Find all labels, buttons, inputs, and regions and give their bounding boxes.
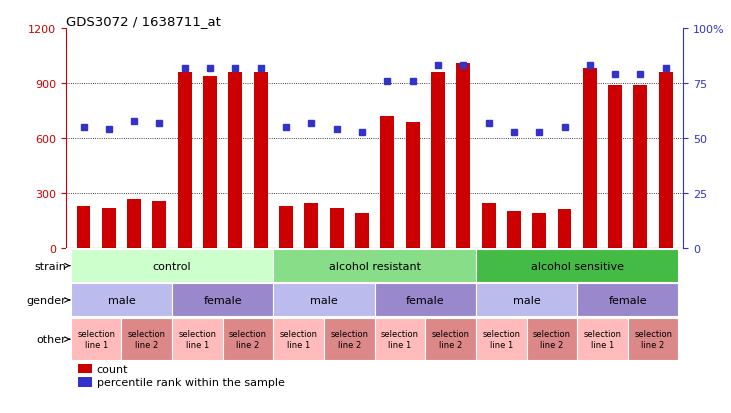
Bar <box>78 364 91 373</box>
Bar <box>532 213 546 249</box>
Bar <box>127 199 141 249</box>
Bar <box>273 284 375 317</box>
Text: selection
line 2: selection line 2 <box>128 330 166 349</box>
Bar <box>102 209 115 249</box>
Text: selection
line 2: selection line 2 <box>431 330 469 349</box>
Text: GDS3072 / 1638711_at: GDS3072 / 1638711_at <box>66 15 221 28</box>
Text: alcohol resistant: alcohol resistant <box>329 261 420 271</box>
Bar <box>507 211 520 249</box>
Bar <box>476 249 678 282</box>
Bar <box>431 73 445 249</box>
Bar <box>577 284 678 317</box>
Bar <box>608 86 622 249</box>
Bar <box>577 318 628 361</box>
Text: male: male <box>512 295 540 305</box>
Bar <box>273 318 324 361</box>
Text: selection
line 1: selection line 1 <box>178 330 216 349</box>
Text: male: male <box>107 295 135 305</box>
Text: selection
line 1: selection line 1 <box>583 330 621 349</box>
Text: selection
line 1: selection line 1 <box>280 330 318 349</box>
Bar <box>71 318 121 361</box>
Text: female: female <box>406 295 444 305</box>
Bar <box>583 69 596 249</box>
Text: strain: strain <box>34 261 67 271</box>
Bar <box>659 73 673 249</box>
Bar <box>355 213 369 249</box>
Bar <box>526 318 577 361</box>
Bar <box>628 318 678 361</box>
Bar <box>425 318 476 361</box>
Bar <box>279 207 293 249</box>
Text: alcohol sensitive: alcohol sensitive <box>531 261 624 271</box>
Bar <box>203 76 217 249</box>
Text: selection
line 1: selection line 1 <box>77 330 115 349</box>
Bar <box>273 249 476 282</box>
Bar <box>78 377 91 387</box>
Text: selection
line 2: selection line 2 <box>533 330 571 349</box>
Bar <box>121 318 172 361</box>
Text: female: female <box>203 295 242 305</box>
Bar <box>375 284 476 317</box>
Text: percentile rank within the sample: percentile rank within the sample <box>96 377 284 387</box>
Bar <box>71 284 172 317</box>
Bar <box>324 318 375 361</box>
Bar <box>71 249 273 282</box>
Bar <box>456 64 470 249</box>
Bar <box>380 117 394 249</box>
Text: selection
line 2: selection line 2 <box>330 330 368 349</box>
Text: selection
line 2: selection line 2 <box>634 330 672 349</box>
Bar <box>172 284 273 317</box>
Text: male: male <box>310 295 338 305</box>
Bar <box>172 318 223 361</box>
Bar <box>229 73 243 249</box>
Bar <box>558 209 572 249</box>
Bar <box>476 284 577 317</box>
Bar <box>178 73 192 249</box>
Bar <box>304 204 318 249</box>
Text: selection
line 1: selection line 1 <box>482 330 520 349</box>
Bar <box>330 209 344 249</box>
Text: selection
line 1: selection line 1 <box>381 330 419 349</box>
Text: female: female <box>608 295 647 305</box>
Bar <box>153 201 167 249</box>
Bar <box>482 204 496 249</box>
Text: selection
line 2: selection line 2 <box>229 330 267 349</box>
Text: gender: gender <box>26 295 67 305</box>
Bar <box>77 207 91 249</box>
Bar <box>406 122 420 249</box>
Text: other: other <box>37 335 67 344</box>
Bar <box>476 318 526 361</box>
Text: count: count <box>96 364 128 374</box>
Bar <box>634 86 648 249</box>
Bar <box>223 318 273 361</box>
Bar <box>254 73 268 249</box>
Text: control: control <box>153 261 192 271</box>
Bar <box>375 318 425 361</box>
